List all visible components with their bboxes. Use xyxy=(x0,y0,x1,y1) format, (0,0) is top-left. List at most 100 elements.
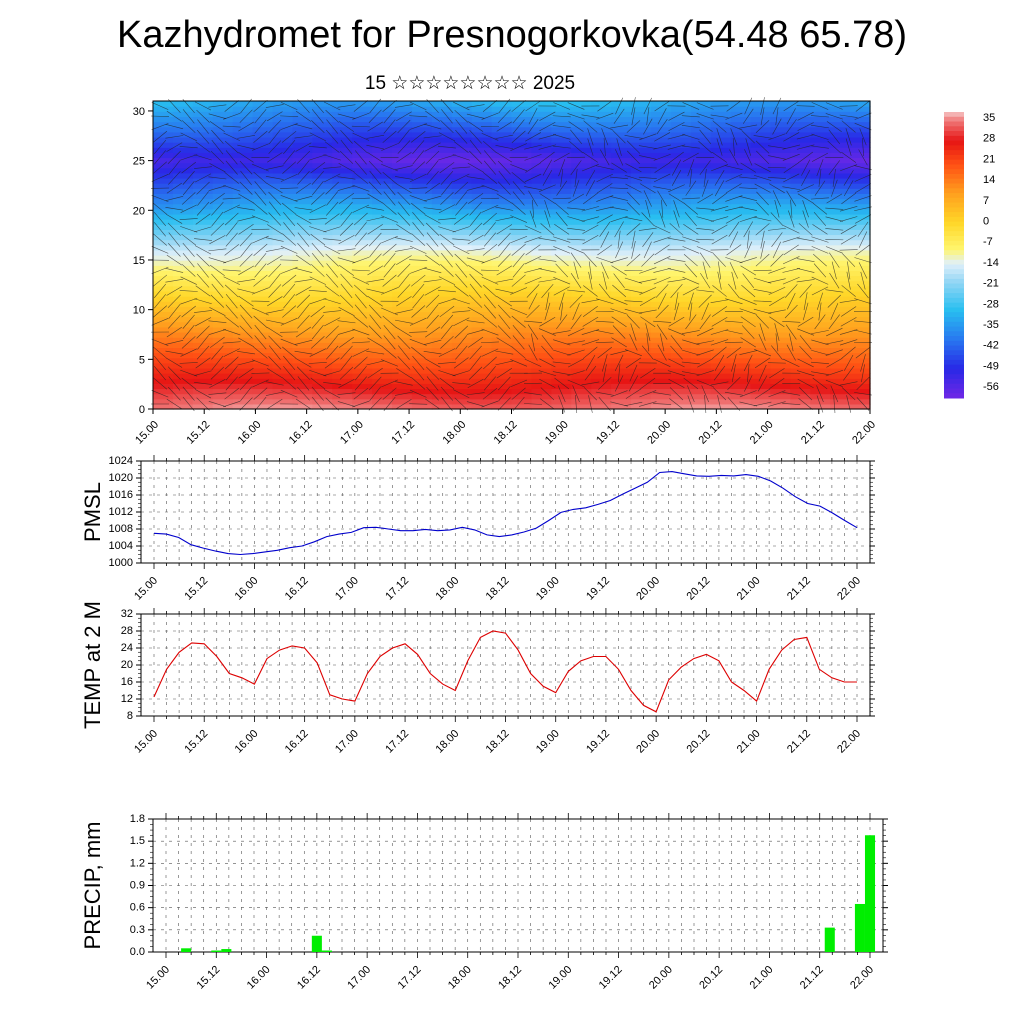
heatmap-cell xyxy=(352,106,373,112)
heatmap-cell xyxy=(651,353,672,359)
colorbar-label: -7 xyxy=(983,236,993,248)
heatmap-cell xyxy=(751,363,772,369)
heatmap-cell xyxy=(810,157,831,163)
heatmap-cell xyxy=(631,301,652,307)
heatmap-cell xyxy=(611,337,632,343)
heatmap-cell xyxy=(591,152,612,158)
heatmap-cell xyxy=(571,306,592,312)
heatmap-cell xyxy=(691,291,712,297)
heatmap-cell xyxy=(412,250,433,256)
heatmap-cell xyxy=(352,168,373,174)
heatmap-cell xyxy=(213,347,234,353)
heatmap-cell xyxy=(472,245,493,251)
heatmap-cell xyxy=(631,137,652,143)
heatmap-cell xyxy=(233,137,254,143)
heatmap-cell xyxy=(233,332,254,338)
heatmap-cell xyxy=(790,116,811,122)
colorbar-cell xyxy=(944,222,964,227)
heatmap-cell xyxy=(571,173,592,179)
colorbar-cell xyxy=(944,265,964,270)
heatmap-cell xyxy=(233,388,254,394)
heatmap-cell xyxy=(352,111,373,117)
heatmap-cell xyxy=(412,106,433,112)
heatmap-cell xyxy=(153,193,174,199)
heatmap-cell xyxy=(332,327,353,333)
heatmap-cell xyxy=(352,240,373,246)
heatmap-xtick-label: 20.12 xyxy=(697,419,725,447)
heatmap-cell xyxy=(253,327,274,333)
heatmap-cell xyxy=(392,193,413,199)
heatmap-cell xyxy=(651,270,672,276)
xtick-label: 15.00 xyxy=(144,964,172,992)
xtick-label: 17.12 xyxy=(383,728,411,756)
heatmap-cell xyxy=(651,342,672,348)
xtick-label: 18.12 xyxy=(496,964,524,992)
xtick-label: 22.00 xyxy=(848,964,876,992)
colorbar-label: -35 xyxy=(983,319,999,331)
heatmap-cell xyxy=(492,378,513,384)
heatmap-cell xyxy=(691,178,712,184)
heatmap-cell xyxy=(173,188,194,194)
heatmap-cell xyxy=(372,322,393,328)
heatmap-cell xyxy=(551,342,572,348)
xtick-label: 18.00 xyxy=(433,728,461,756)
heatmap-cell xyxy=(731,188,752,194)
heatmap-cell xyxy=(392,106,413,112)
heatmap-cell xyxy=(372,127,393,133)
heatmap-cell xyxy=(392,270,413,276)
heatmap-cell xyxy=(850,111,871,117)
heatmap-cell xyxy=(253,255,274,261)
heatmap-cell xyxy=(512,137,533,143)
heatmap-cell xyxy=(352,188,373,194)
heatmap-cell xyxy=(292,276,313,282)
heatmap-cell xyxy=(850,122,871,128)
heatmap-cell xyxy=(551,327,572,333)
colorbar-label: 28 xyxy=(983,133,995,145)
heatmap-cell xyxy=(671,132,692,138)
heatmap-cell xyxy=(770,193,791,199)
heatmap-cell xyxy=(790,157,811,163)
ytick-label: 1024 xyxy=(109,455,133,467)
heatmap-cell xyxy=(372,358,393,364)
heatmap-cell xyxy=(392,291,413,297)
heatmap-cell xyxy=(153,250,174,256)
colorbar-cell xyxy=(944,341,964,346)
heatmap-cell xyxy=(412,116,433,122)
heatmap-cell xyxy=(830,383,851,389)
colorbar-cell xyxy=(944,198,964,203)
heatmap-cell xyxy=(292,291,313,297)
heatmap-cell xyxy=(571,142,592,148)
heatmap-cell xyxy=(671,163,692,169)
heatmap-cell xyxy=(611,327,632,333)
xtick-label: 19.12 xyxy=(584,728,612,756)
heatmap-cell xyxy=(770,301,791,307)
heatmap-cell xyxy=(432,142,453,148)
heatmap-cell xyxy=(830,122,851,128)
xtick-label: 19.12 xyxy=(597,964,625,992)
heatmap-cell xyxy=(432,255,453,261)
heatmap-cell xyxy=(233,250,254,256)
heatmap-cell xyxy=(292,373,313,379)
heatmap-cell xyxy=(571,347,592,353)
heatmap-cell xyxy=(711,260,732,266)
heatmap-cell xyxy=(492,265,513,271)
heatmap-cell xyxy=(153,270,174,276)
heatmap-cell xyxy=(432,322,453,328)
heatmap-cell xyxy=(512,163,533,169)
heatmap-cell xyxy=(372,188,393,194)
xtick-label: 20.12 xyxy=(685,728,713,756)
heatmap-cell xyxy=(810,399,831,405)
heatmap-cell xyxy=(492,234,513,240)
heatmap-cell xyxy=(292,142,313,148)
heatmap-cell xyxy=(412,337,433,343)
heatmap-cell xyxy=(432,157,453,163)
heatmap-cell xyxy=(352,147,373,153)
heatmap-cell xyxy=(751,378,772,384)
panel-2 xyxy=(136,608,875,722)
colorbar-cell xyxy=(944,241,964,246)
heatmap-cell xyxy=(770,373,791,379)
heatmap-cell xyxy=(452,168,473,174)
heatmap-cell xyxy=(292,296,313,302)
colorbar-cell xyxy=(944,365,964,370)
heatmap-cell xyxy=(412,178,433,184)
